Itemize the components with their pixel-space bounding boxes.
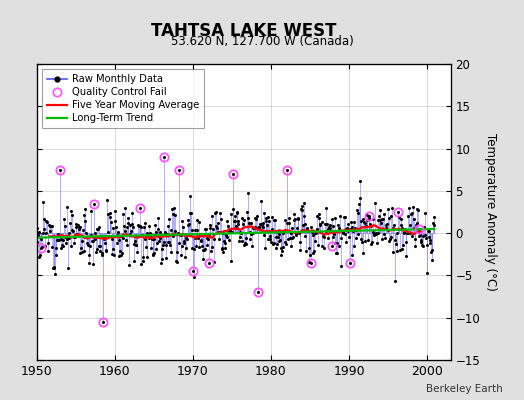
Y-axis label: Temperature Anomaly (°C): Temperature Anomaly (°C) — [484, 133, 497, 291]
Text: Berkeley Earth: Berkeley Earth — [427, 384, 503, 394]
Text: 53.620 N, 127.700 W (Canada): 53.620 N, 127.700 W (Canada) — [171, 36, 353, 48]
Title: TAHTSA LAKE WEST: TAHTSA LAKE WEST — [151, 22, 336, 40]
Legend: Raw Monthly Data, Quality Control Fail, Five Year Moving Average, Long-Term Tren: Raw Monthly Data, Quality Control Fail, … — [42, 69, 204, 128]
